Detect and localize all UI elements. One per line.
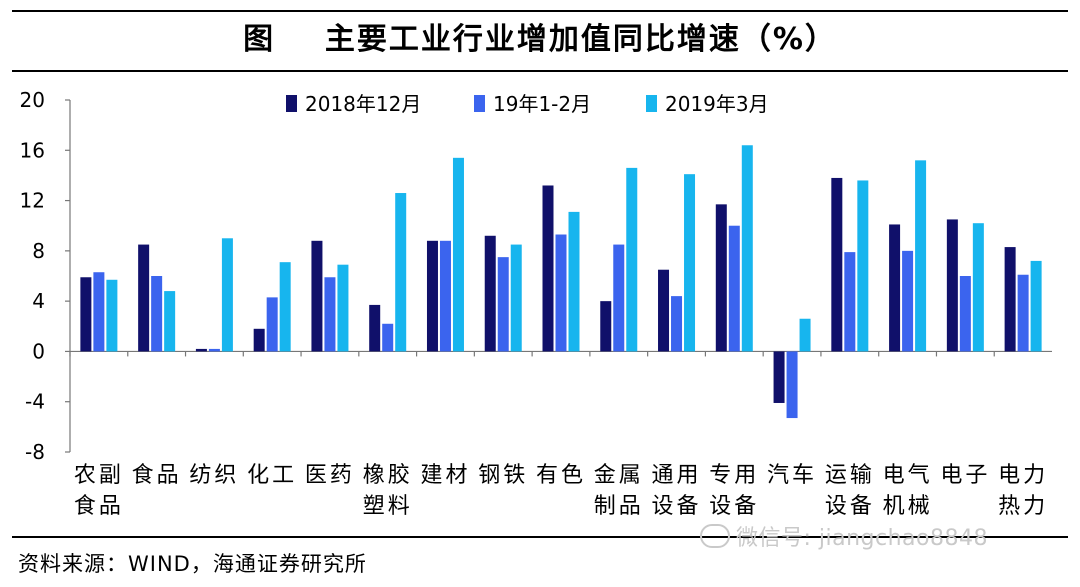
bar-2 (324, 277, 336, 352)
category-label: 金属 (594, 463, 644, 488)
bar-1 (600, 301, 612, 352)
bar-3 (452, 157, 464, 352)
category-label: 电子 (940, 463, 990, 488)
title-rule (12, 70, 1068, 72)
category-label: 纺织 (189, 463, 239, 488)
category-label: 通用 (652, 463, 702, 488)
legend-label: 2019年3月 (665, 92, 769, 116)
bar-3 (857, 180, 869, 352)
bar-3 (395, 193, 407, 352)
bar-1 (253, 328, 265, 352)
bar-2 (555, 234, 567, 352)
y-tick-label: -8 (25, 440, 45, 464)
category-label: 食品 (132, 463, 182, 488)
category-label: 热力 (998, 494, 1048, 519)
legend-label: 19年1-2月 (493, 92, 591, 116)
source-note: 资料来源：WIND，海通证券研究所 (18, 552, 367, 576)
category-label: 食品 (74, 494, 124, 519)
bar-3 (164, 291, 176, 352)
category-label: 建材 (420, 463, 470, 488)
bar-2 (786, 351, 798, 419)
bar-3 (221, 238, 233, 352)
legend-swatch (474, 95, 485, 112)
bar-3 (972, 223, 984, 352)
bar-2 (151, 276, 163, 352)
chart-title: 图 主要工业行业增加值同比增速（%） (243, 22, 837, 57)
bar-3 (741, 145, 753, 352)
category-label: 化工 (247, 463, 297, 488)
bar-3 (279, 262, 291, 352)
bar-1 (426, 240, 438, 352)
bar-3 (568, 211, 580, 352)
bar-2 (844, 252, 856, 352)
y-tick-label: 8 (32, 239, 45, 263)
y-tick-label: 16 (20, 138, 45, 162)
category-label: 汽车 (767, 463, 817, 488)
category-label: 有色 (536, 463, 586, 488)
category-label: 设备 (709, 494, 759, 519)
bar-2 (439, 240, 451, 352)
watermark: 微信号: jiangchao8848 (700, 520, 988, 552)
category-label: 塑料 (363, 494, 413, 519)
bar-3 (684, 174, 696, 352)
bar-1 (311, 240, 323, 352)
bar-1 (946, 219, 958, 352)
y-tick-label: 4 (32, 289, 45, 313)
bar-1 (715, 204, 727, 352)
category-label: 电气 (883, 463, 933, 488)
wechat-icon (700, 524, 730, 548)
bar-3 (106, 279, 118, 352)
bar-2 (613, 244, 625, 352)
bar-3 (510, 244, 522, 352)
bottom-rule (12, 536, 1068, 538)
category-label: 农副 (74, 463, 124, 488)
bar-1 (831, 177, 843, 352)
y-tick-label: 20 (20, 88, 45, 112)
category-label: 橡胶 (363, 463, 413, 488)
bar-3 (799, 318, 811, 352)
category-label: 医药 (305, 463, 355, 488)
y-tick-label: 12 (20, 189, 45, 213)
bar-1 (484, 235, 496, 352)
watermark-text: 微信号: jiangchao8848 (736, 526, 988, 551)
bar-3 (626, 167, 638, 352)
bar-2 (959, 276, 971, 352)
bar-1 (369, 304, 381, 352)
category-label: 机械 (883, 494, 933, 519)
legend-swatch (646, 95, 657, 112)
legend-swatch (286, 95, 297, 112)
bar-1 (195, 348, 207, 352)
bar-2 (266, 297, 278, 352)
bar-3 (337, 264, 349, 352)
bar-1 (80, 277, 92, 352)
bar-2 (671, 296, 683, 352)
bar-2 (902, 250, 914, 352)
bar-2 (497, 257, 509, 352)
bar-2 (1017, 274, 1029, 352)
bar-3 (1030, 260, 1042, 352)
bar-1 (658, 269, 670, 352)
bar-3 (915, 160, 927, 352)
category-label: 专用 (709, 463, 759, 488)
bar-1 (542, 185, 554, 352)
bar-1 (889, 224, 901, 352)
category-label: 设备 (825, 494, 875, 519)
y-tick-label: -4 (25, 390, 45, 414)
bar-2 (93, 272, 105, 352)
bar-2 (208, 348, 220, 352)
category-label: 运输 (825, 463, 875, 488)
y-tick-label: 0 (32, 339, 45, 363)
bar-2 (382, 323, 394, 352)
category-label: 制品 (594, 494, 644, 519)
category-label: 钢铁 (478, 463, 528, 488)
bar-1 (1004, 247, 1016, 352)
bar-1 (138, 244, 150, 352)
top-rule (12, 10, 1068, 12)
bar-1 (773, 351, 785, 403)
category-label: 设备 (652, 494, 702, 519)
bar-2 (728, 225, 740, 352)
category-label: 电力 (998, 463, 1048, 488)
legend-label: 2018年12月 (305, 92, 421, 116)
